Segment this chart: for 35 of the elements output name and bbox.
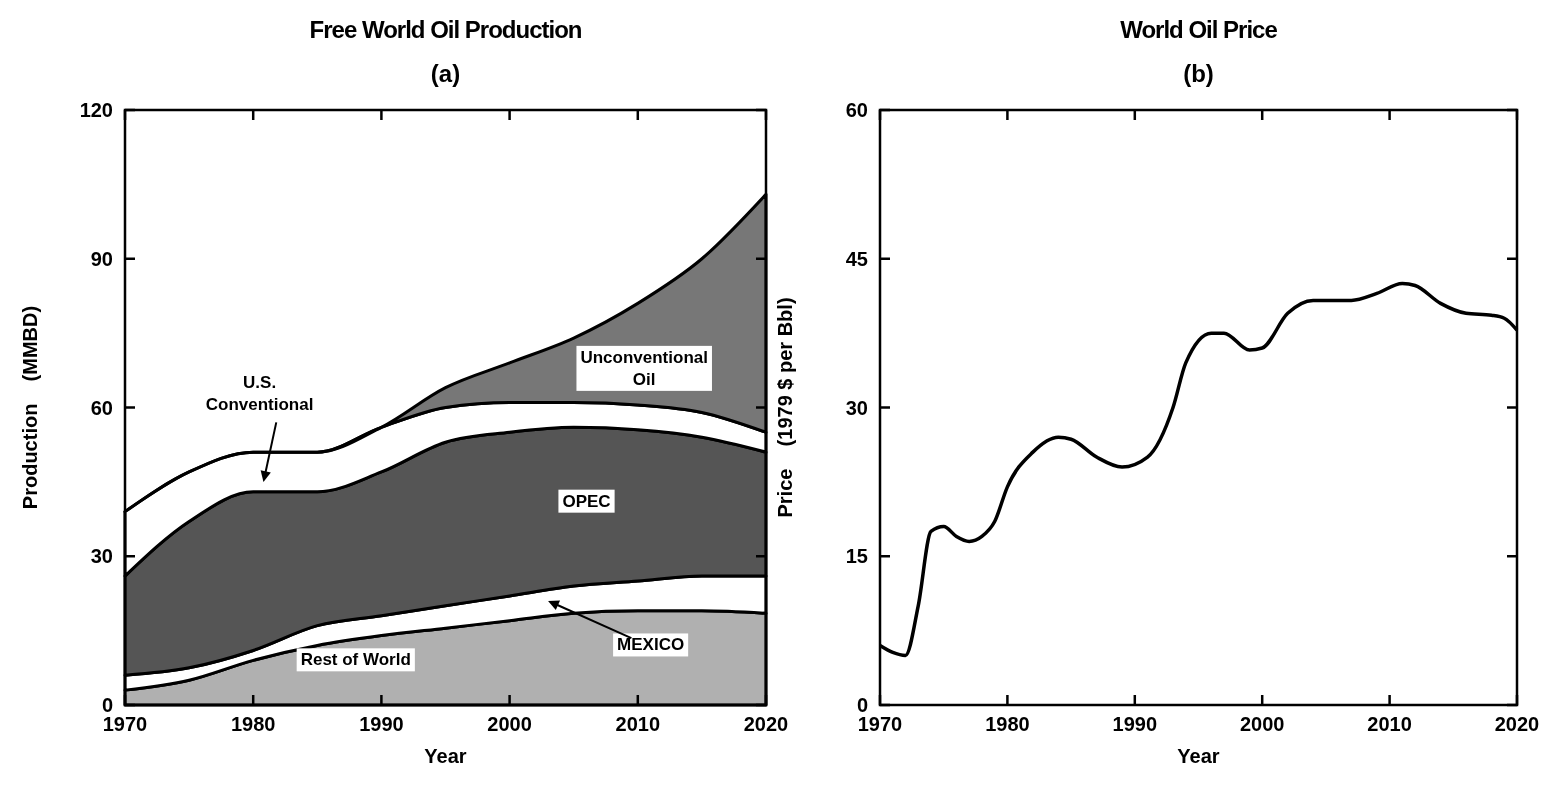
y-tick-label: 60	[90, 396, 113, 419]
y-tick-label: 0	[101, 694, 113, 716]
y-axis-title: Price (1979 $ per Bbl)	[774, 297, 796, 518]
x-tick-label: 2020	[1494, 713, 1540, 735]
x-tick-label: 1980	[230, 713, 276, 735]
y-tick-label: 30	[90, 545, 113, 568]
y-tick-label: 0	[856, 694, 868, 716]
chart-subtitle: (a)	[430, 60, 461, 87]
series-label: Rest of World	[300, 650, 411, 670]
y-axis-title: Production (MMBD)	[19, 305, 41, 510]
series-label: MEXICO	[617, 635, 685, 655]
series-label: OPEC	[562, 491, 611, 511]
y-tick-label: 60	[845, 99, 868, 121]
series-label: Unconventional Oil	[580, 347, 708, 389]
chart-title: World Oil Price	[1120, 16, 1278, 43]
chart-subtitle: (b)	[1183, 60, 1214, 87]
x-tick-label: 2000	[1239, 713, 1285, 735]
x-tick-label: 1970	[857, 713, 903, 735]
y-tick-label: 30	[845, 396, 868, 419]
x-tick-label: 2010	[615, 713, 661, 735]
y-tick-label: 120	[79, 99, 113, 121]
x-tick-label: 1970	[102, 713, 148, 735]
y-tick-label: 45	[845, 247, 868, 270]
chart-title: Free World Oil Production	[309, 16, 582, 43]
y-tick-label: 90	[90, 247, 113, 270]
x-axis-title: Year	[424, 745, 467, 767]
x-tick-label: 2000	[487, 713, 532, 735]
text: U.S. Conventional	[205, 372, 314, 414]
x-tick-label: 1990	[1112, 713, 1158, 735]
x-axis-title: Year	[1177, 745, 1220, 767]
x-tick-label: 1980	[985, 713, 1030, 735]
x-tick-label: 2010	[1367, 713, 1412, 735]
x-tick-label: 1990	[359, 713, 404, 735]
y-tick-label: 15	[845, 545, 868, 568]
x-tick-label: 2020	[743, 713, 789, 735]
